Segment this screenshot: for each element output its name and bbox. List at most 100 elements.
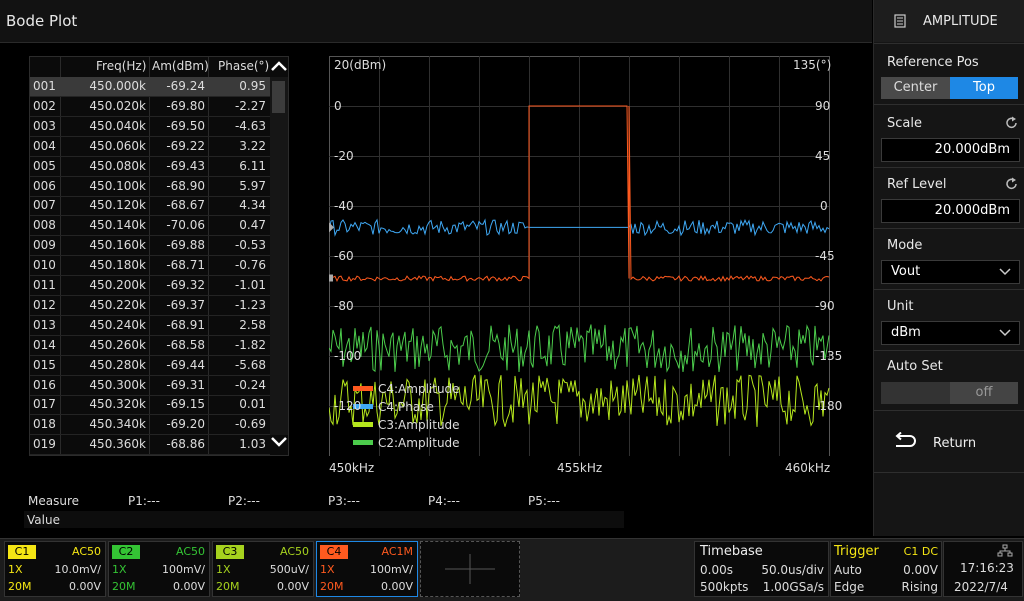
table-row[interactable]: 004 450.060k -69.22 3.22 [30, 137, 270, 157]
right-axis-tick-label: -180 [815, 399, 843, 413]
row-index: 011 [33, 278, 56, 292]
chevron-down-icon [999, 268, 1011, 276]
row-phase: -1.23 [234, 297, 266, 312]
left-axis-tick-label: -60 [334, 249, 354, 263]
table-row[interactable]: 005 450.080k -69.43 6.11 [30, 157, 270, 177]
row-phase: 5.97 [239, 178, 266, 193]
left-axis-tick-label: 0 [334, 99, 342, 113]
table-row[interactable]: 009 450.160k -69.88 -0.53 [30, 236, 270, 257]
clock-box[interactable]: 17:16:23 2022/7/4 [943, 541, 1023, 597]
reset-icon[interactable] [1005, 177, 1019, 191]
row-amplitude: -69.80 [166, 98, 205, 113]
table-row[interactable]: 016 450.300k -69.31 -0.24 [30, 376, 270, 396]
chevron-down-icon [999, 329, 1011, 337]
measure-value-bar [24, 511, 624, 528]
legend-swatch [353, 440, 373, 445]
return-button[interactable]: Return [874, 411, 1024, 471]
divider [874, 289, 1024, 290]
channel-probe: 1X [112, 563, 127, 576]
trigger-box[interactable]: Trigger C1 DC Auto 0.00V Edge Rising [830, 541, 942, 597]
trigger-type: Edge [834, 580, 865, 594]
network-icon [997, 544, 1013, 557]
row-frequency: 450.220k [89, 297, 146, 312]
table-row[interactable]: 013 450.240k -68.91 2.58 [30, 316, 270, 336]
row-amplitude: -69.22 [166, 138, 205, 153]
c3-amplitude-trace [328, 374, 830, 427]
divider [874, 228, 1024, 229]
add-channel-slot[interactable] [420, 541, 520, 597]
table-row[interactable]: 003 450.040k -69.50 -4.63 [30, 117, 270, 137]
bode-data-table[interactable]: Freq(Hz) Am(dBm) Phase(°) 001 450.000k -69… [29, 56, 289, 456]
reference-pos-top-button[interactable]: Top [950, 77, 1018, 99]
table-row[interactable]: 008 450.140k -70.06 0.47 [30, 216, 270, 237]
row-index: 009 [33, 238, 56, 253]
table-row[interactable]: 001 450.000k -69.24 0.95 [30, 77, 270, 97]
title-bar: Bode Plot [0, 0, 872, 43]
table-row[interactable]: 012 450.220k -69.37 -1.23 [30, 296, 270, 316]
table-row[interactable]: 010 450.180k -68.71 -0.76 [30, 256, 270, 277]
table-row[interactable]: 002 450.020k -69.80 -2.27 [30, 97, 270, 117]
row-phase: -2.27 [234, 98, 266, 113]
row-amplitude: -69.44 [166, 357, 205, 372]
row-index: 007 [33, 198, 56, 213]
timebase-box[interactable]: Timebase 0.00s 50.0us/div 500kpts 1.00GS… [694, 541, 829, 597]
row-frequency: 450.340k [89, 417, 146, 432]
table-row[interactable]: 019 450.360k -68.86 1.03 [30, 435, 270, 456]
channel-box-c4[interactable]: C4 AC1M 1X 100mV/20M 0.00V [316, 541, 418, 597]
return-arrow-icon [895, 432, 916, 447]
row-phase: 0.47 [239, 218, 266, 233]
scroll-up-icon[interactable] [270, 59, 288, 73]
row-index: 001 [33, 79, 56, 93]
legend-swatch [353, 404, 373, 409]
auto-set-toggle[interactable]: off [881, 382, 1018, 404]
trigger-mode: Auto [834, 563, 862, 577]
reference-pos-center-button[interactable]: Center [881, 77, 950, 99]
amplitude-reference-marker [326, 274, 333, 282]
row-frequency: 450.120k [89, 198, 146, 213]
table-row[interactable]: 017 450.320k -69.15 0.01 [30, 395, 270, 416]
scroll-down-icon[interactable] [270, 435, 288, 449]
channel-scale: 100mV/ [370, 563, 413, 576]
clock-time: 17:16:23 [960, 561, 1014, 575]
unit-select[interactable]: dBm [881, 321, 1020, 345]
scrollbar-thumb[interactable] [272, 81, 285, 113]
mode-select[interactable]: Vout [881, 260, 1020, 284]
right-axis-tick-label: -135 [815, 349, 843, 363]
channel-bandwidth: 20M [320, 580, 344, 593]
left-axis-tick-label: -100 [334, 349, 362, 363]
scale-input[interactable]: 20.000dBm [881, 138, 1020, 162]
table-row[interactable]: 007 450.120k -68.67 4.34 [30, 196, 270, 217]
table-row[interactable]: 014 450.260k -68.58 -1.82 [30, 336, 270, 356]
channel-tag: C4 [320, 545, 348, 559]
channel-box-c2[interactable]: C2 AC50 1X 100mV/20M 0.00V [108, 541, 210, 597]
table-row[interactable]: 015 450.280k -69.44 -5.68 [30, 356, 270, 376]
crosshair-icon [445, 554, 495, 584]
amplitude-menu-panel: AMPLITUDE Reference Pos Center Top Scale… [873, 0, 1024, 536]
channel-box-c1[interactable]: C1 AC50 1X 10.0mV/20M 0.00V [4, 541, 106, 597]
table-row[interactable]: 011 450.200k -69.32 -1.01 [30, 276, 270, 296]
row-frequency: 450.260k [89, 337, 146, 352]
reset-icon[interactable] [1005, 116, 1019, 130]
table-row[interactable]: 018 450.340k -69.20 -0.69 [30, 415, 270, 436]
table-scrollbar[interactable] [270, 77, 288, 435]
c2-amplitude-trace [328, 324, 830, 373]
row-index: 006 [33, 178, 56, 193]
left-axis-tick-label: -40 [334, 199, 354, 213]
scale-value: 20.000dBm [934, 142, 1010, 157]
mode-label: Mode [887, 238, 923, 253]
measure-label: Measure [28, 494, 79, 508]
row-amplitude: -68.86 [166, 437, 205, 452]
channel-box-c3[interactable]: C3 AC50 1X 500uV/20M 0.00V [212, 541, 314, 597]
table-row[interactable]: 006 450.100k -68.90 5.97 [30, 177, 270, 197]
channel-offset: 0.00V [172, 580, 205, 593]
channel-tag: C1 [8, 545, 36, 559]
bode-plot-area[interactable]: C4:Amplitude C4:Phase C3:Amplitude C2:Ampli… [324, 56, 842, 459]
measure-p2: P2:--- [228, 494, 260, 508]
legend-swatch [353, 386, 373, 391]
unit-label: Unit [887, 299, 914, 314]
left-axis-unit-label: 20(dBm) [334, 58, 387, 72]
timebase-delay: 0.00s [700, 563, 733, 577]
right-axis-tick-label: 90 [815, 99, 831, 113]
row-index: 003 [33, 118, 56, 133]
ref-level-input[interactable]: 20.000dBm [881, 199, 1020, 223]
